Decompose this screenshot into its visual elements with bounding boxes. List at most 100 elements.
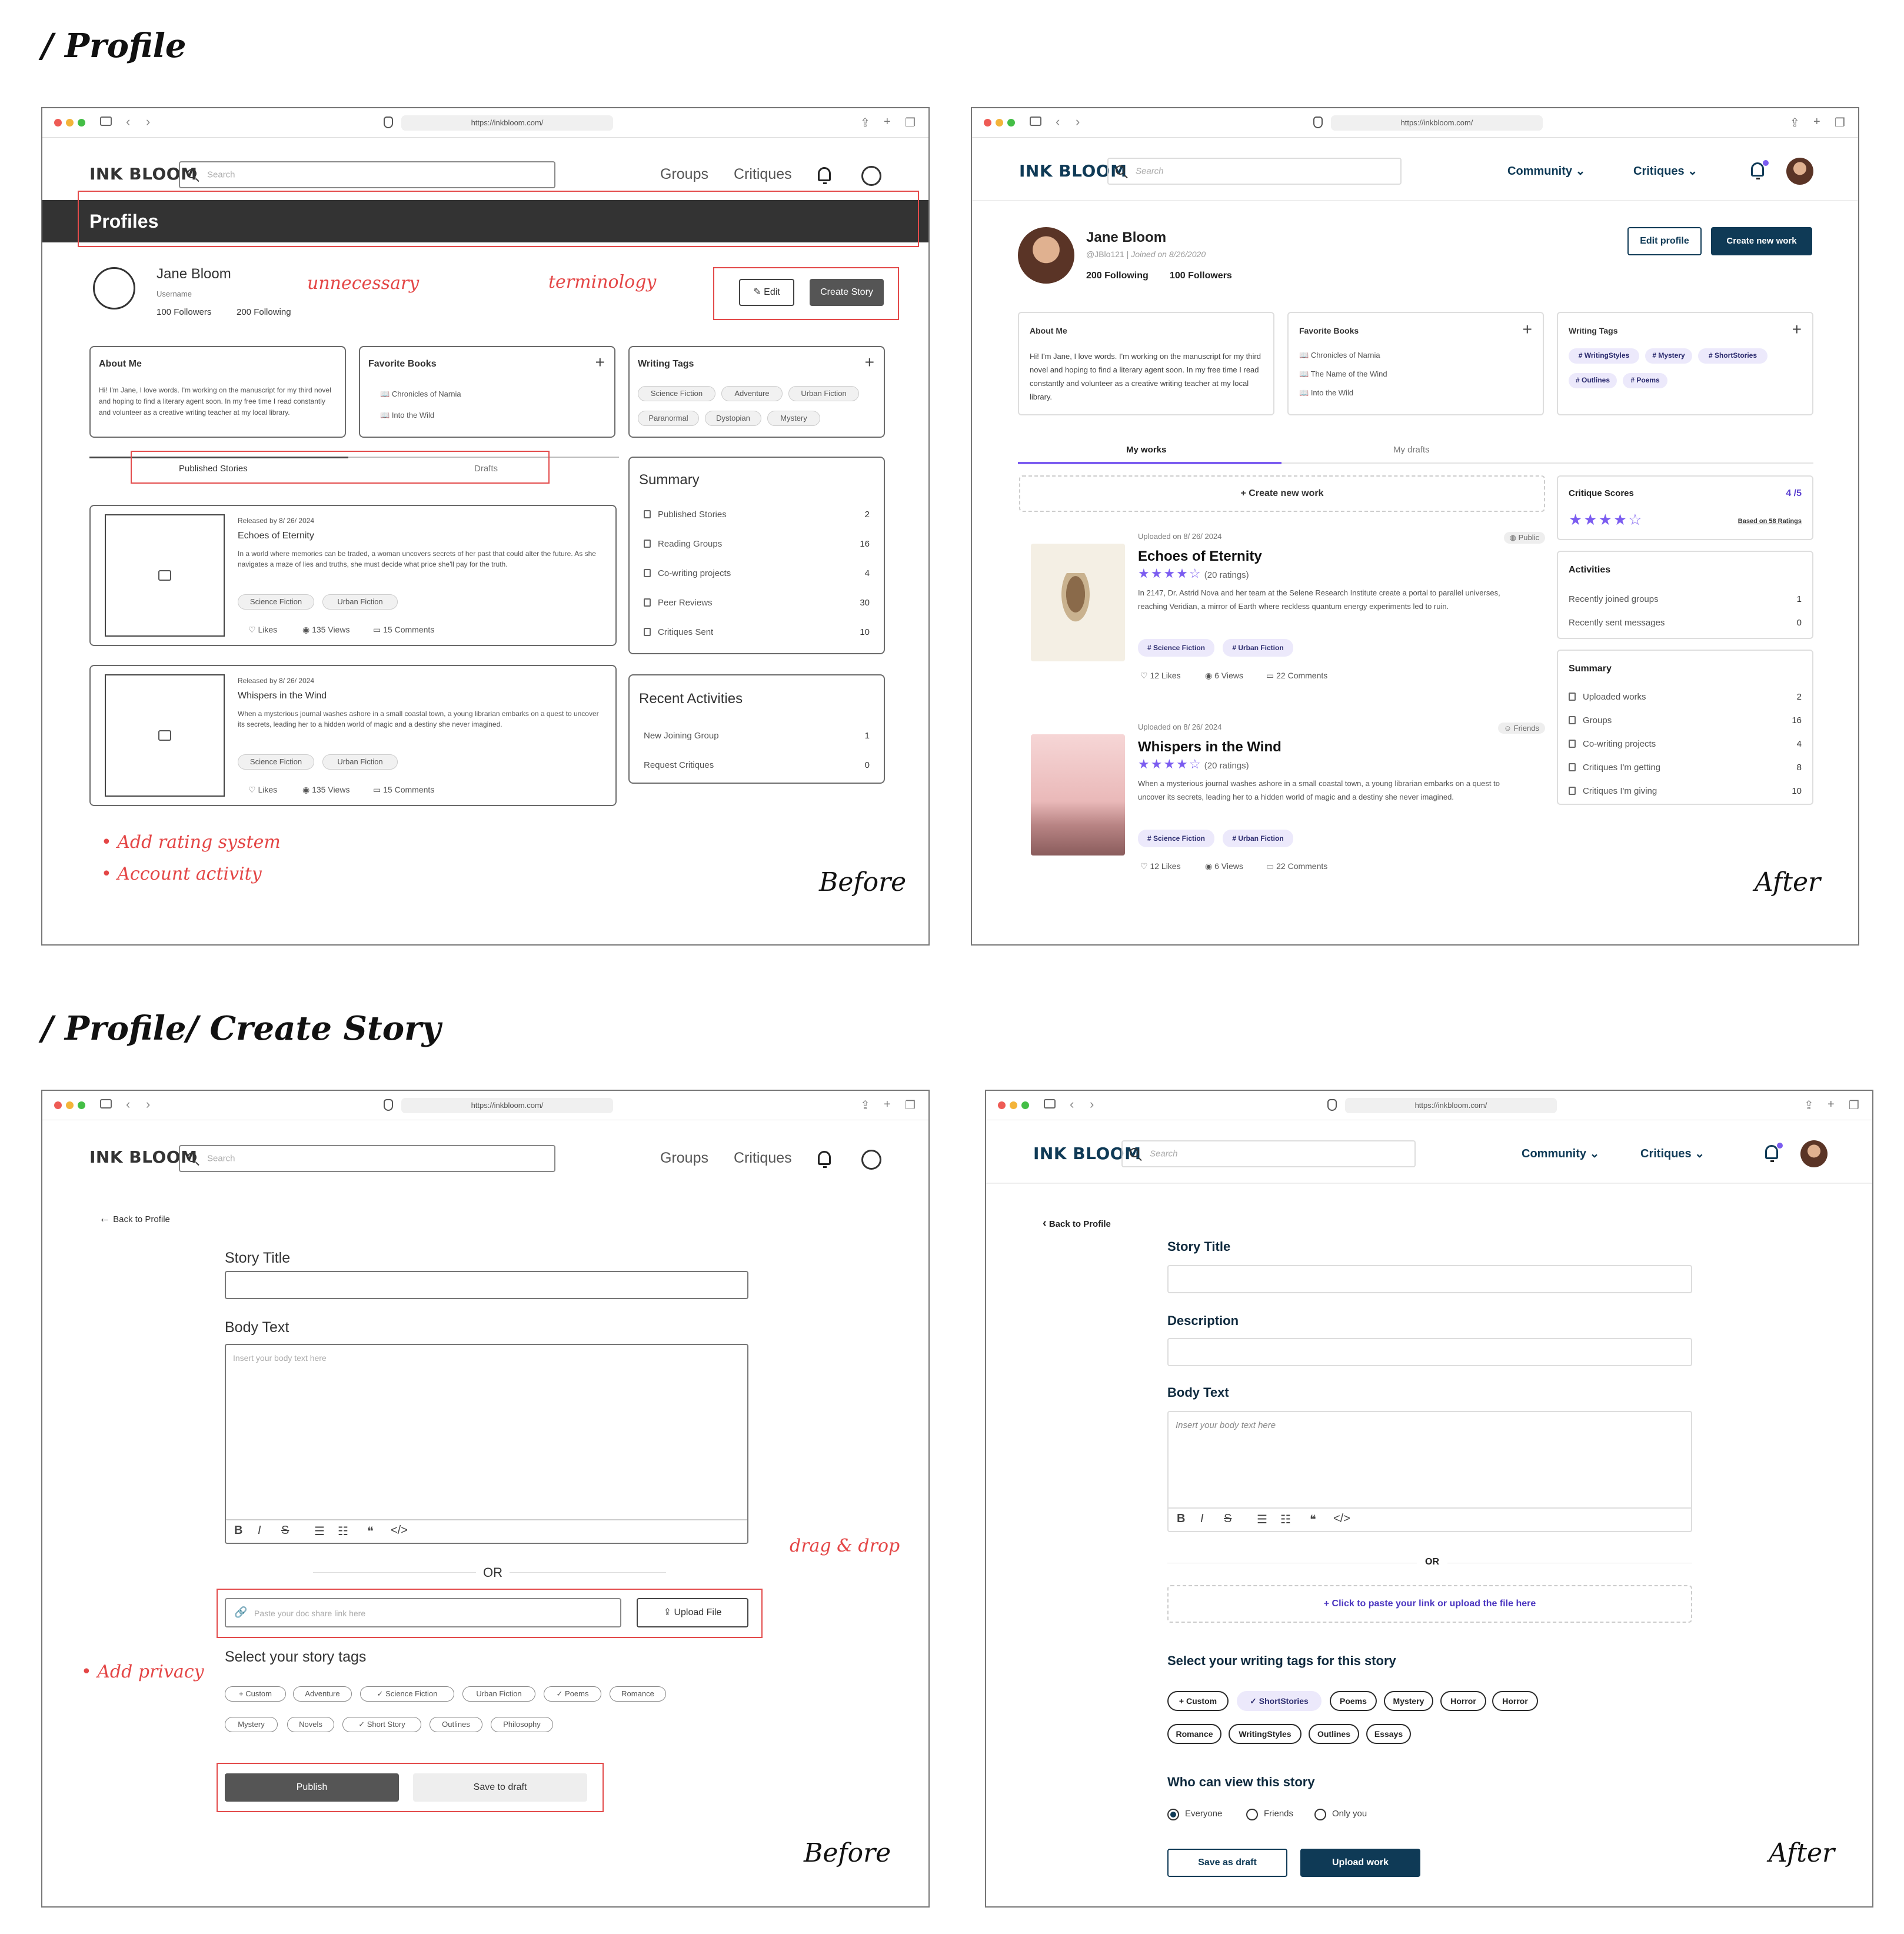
edit-button[interactable]: ✎ Edit: [739, 279, 794, 306]
body-text-editor[interactable]: Insert your body text here B I S ☰ ☷ ❝ </>: [225, 1344, 748, 1544]
new-tab-icon[interactable]: +: [1828, 1098, 1835, 1111]
tag-chip[interactable]: # Mystery: [1645, 348, 1692, 364]
maximize-dot[interactable]: [1007, 119, 1015, 127]
story-title-input[interactable]: [1167, 1265, 1692, 1293]
publish-button[interactable]: Publish: [225, 1773, 399, 1802]
story-tag[interactable]: Urban Fiction: [322, 754, 398, 770]
writing-tag-chip-selected[interactable]: ✓ ShortStories: [1237, 1691, 1322, 1711]
story-tag-chip[interactable]: Novels: [287, 1717, 334, 1732]
tag-chip[interactable]: Dystopian: [705, 411, 761, 426]
story-title[interactable]: Whispers in the Wind: [238, 691, 327, 701]
followers-count[interactable]: 100 Followers: [157, 307, 212, 317]
nav-community[interactable]: Community ⌄: [1507, 164, 1585, 178]
quote-icon[interactable]: ❝: [1310, 1513, 1316, 1526]
share-icon[interactable]: ⇪: [860, 116, 870, 129]
minimize-dot[interactable]: [996, 119, 1003, 127]
quote-icon[interactable]: ❝: [367, 1525, 374, 1538]
search-input[interactable]: Search: [1121, 1140, 1416, 1167]
tag-chip[interactable]: # ShortStories: [1698, 348, 1767, 364]
story-card[interactable]: Released by 8/ 26/ 2024 Echoes of Eterni…: [89, 505, 617, 646]
tab-drafts[interactable]: Drafts: [474, 464, 498, 474]
work-title[interactable]: Whispers in the Wind: [1138, 739, 1281, 755]
story-tag-chip[interactable]: ✓ Short Story: [342, 1717, 421, 1732]
search-input[interactable]: Search: [179, 1145, 555, 1172]
following-count[interactable]: 200 Following: [237, 307, 291, 317]
story-tag-chip[interactable]: Adventure: [293, 1686, 352, 1702]
upload-dropzone[interactable]: + Click to paste your link or upload the…: [1167, 1585, 1692, 1623]
url-field[interactable]: https://inkbloom.com/: [401, 115, 613, 131]
book-item[interactable]: 📖 Into the Wild: [380, 410, 434, 421]
likes-count[interactable]: ♡ Likes: [248, 625, 277, 635]
back-arrow-icon[interactable]: ‹: [126, 114, 131, 129]
story-tag-chip[interactable]: Mystery: [225, 1717, 278, 1732]
code-icon[interactable]: </>: [1333, 1512, 1350, 1525]
share-icon[interactable]: ⇪: [1804, 1099, 1814, 1112]
writing-tag-chip[interactable]: Mystery: [1384, 1691, 1433, 1711]
forward-arrow-icon[interactable]: ›: [1076, 114, 1080, 129]
bell-icon[interactable]: [818, 1151, 831, 1168]
doc-link-input[interactable]: 🔗 Paste your doc share link here: [225, 1598, 621, 1627]
minimize-dot[interactable]: [1010, 1101, 1017, 1109]
new-tab-icon[interactable]: +: [884, 115, 891, 128]
critique-based[interactable]: Based on 58 Ratings: [1737, 518, 1802, 525]
story-title[interactable]: Echoes of Eternity: [238, 531, 314, 541]
italic-icon[interactable]: I: [1200, 1512, 1204, 1525]
sidebar-icon[interactable]: [100, 1099, 112, 1109]
strikethrough-icon[interactable]: S: [1224, 1512, 1232, 1525]
sidebar-icon[interactable]: [1044, 1099, 1056, 1109]
book-item[interactable]: 📖 Into the Wild: [1299, 387, 1353, 399]
maximize-dot[interactable]: [78, 1101, 85, 1109]
following-count[interactable]: 200 Following: [1086, 271, 1149, 281]
nav-critiques[interactable]: Critiques: [734, 1150, 792, 1166]
url-field[interactable]: https://inkbloom.com/: [1345, 1098, 1557, 1113]
writing-tag-chip[interactable]: Poems: [1330, 1691, 1377, 1711]
url-field[interactable]: https://inkbloom.com/: [401, 1098, 613, 1113]
writing-tag-chip[interactable]: Horror: [1440, 1691, 1486, 1711]
book-item[interactable]: 📖 Chronicles of Narnia: [1299, 349, 1380, 361]
search-input[interactable]: Search: [1107, 158, 1402, 185]
tag-chip[interactable]: Adventure: [721, 386, 783, 401]
add-tag-icon[interactable]: +: [1792, 320, 1802, 338]
story-title-input[interactable]: [225, 1271, 748, 1299]
add-book-icon[interactable]: +: [595, 353, 605, 371]
share-icon[interactable]: ⇪: [860, 1099, 870, 1112]
add-book-icon[interactable]: +: [1522, 320, 1532, 338]
story-tag[interactable]: Urban Fiction: [322, 594, 398, 610]
tabs-icon[interactable]: ❐: [1849, 1099, 1859, 1112]
user-avatar[interactable]: [1786, 158, 1813, 185]
writing-tag-chip[interactable]: + Custom: [1167, 1691, 1229, 1711]
tab-published-stories[interactable]: Published Stories: [179, 464, 248, 474]
writing-tag-chip[interactable]: Outlines: [1309, 1724, 1359, 1744]
back-arrow-icon[interactable]: ‹: [126, 1097, 131, 1111]
bullet-list-icon[interactable]: ☰: [314, 1525, 325, 1538]
radio-everyone[interactable]: [1167, 1809, 1179, 1820]
nav-critiques[interactable]: Critiques: [734, 166, 792, 182]
edit-profile-button[interactable]: Edit profile: [1627, 227, 1702, 255]
story-tag-chip[interactable]: Outlines: [430, 1717, 482, 1732]
tag-chip[interactable]: Mystery: [767, 411, 820, 426]
bell-icon[interactable]: [1751, 162, 1764, 179]
tag-chip[interactable]: # Outlines: [1569, 373, 1617, 388]
story-tag-chip[interactable]: + Custom: [225, 1686, 286, 1702]
tab-my-works[interactable]: My works: [1126, 445, 1167, 455]
radio-friends[interactable]: [1246, 1809, 1258, 1820]
nav-groups[interactable]: Groups: [660, 166, 708, 182]
nav-critiques[interactable]: Critiques ⌄: [1633, 164, 1697, 178]
forward-arrow-icon[interactable]: ›: [1090, 1097, 1094, 1111]
bold-icon[interactable]: B: [1177, 1512, 1186, 1525]
likes-count[interactable]: ♡ Likes: [248, 785, 277, 795]
tag-chip[interactable]: Paranormal: [638, 411, 699, 426]
nav-groups[interactable]: Groups: [660, 1150, 708, 1166]
forward-arrow-icon[interactable]: ›: [146, 114, 151, 129]
description-input[interactable]: [1167, 1338, 1692, 1366]
comments-count[interactable]: ▭ 22 Comments: [1266, 671, 1327, 681]
followers-count[interactable]: 100 Followers: [1170, 271, 1232, 281]
tabs-icon[interactable]: ❐: [905, 1099, 916, 1112]
back-arrow-icon[interactable]: ‹: [1070, 1097, 1074, 1111]
user-icon[interactable]: [861, 1150, 881, 1170]
numbered-list-icon[interactable]: ☷: [1280, 1513, 1291, 1526]
story-tag-chip[interactable]: ✓ Poems: [544, 1686, 601, 1702]
story-tag-chip[interactable]: Philosophy: [491, 1717, 553, 1732]
create-new-work-button[interactable]: Create new work: [1711, 227, 1812, 255]
tag-chip[interactable]: # WritingStyles: [1569, 348, 1639, 364]
